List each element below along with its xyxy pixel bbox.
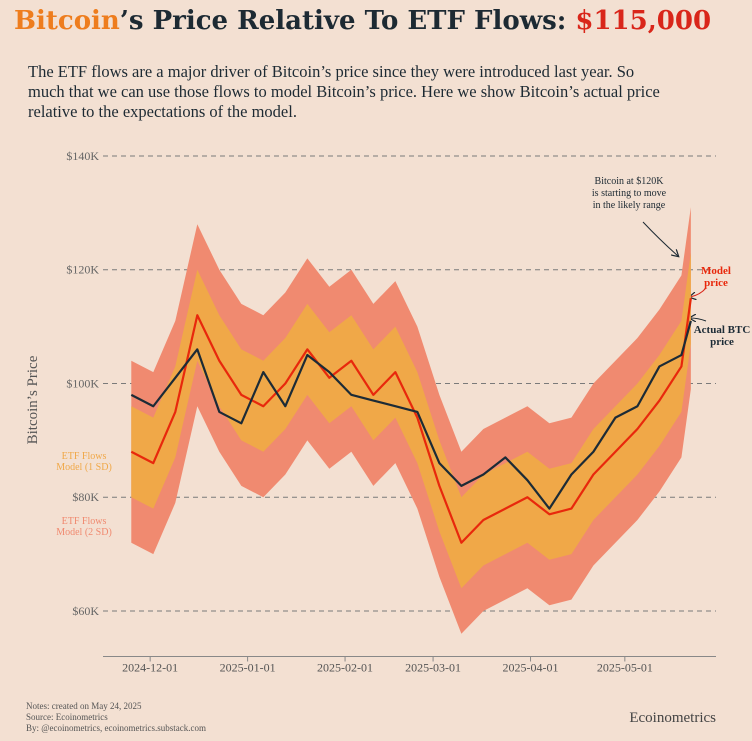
series-legend: price: [710, 336, 734, 348]
x-tick-label: 2024-12-01: [122, 661, 178, 675]
x-tick-label: 2025-01-01: [220, 661, 276, 675]
band-legend: ETF Flows: [62, 516, 107, 527]
y-axis-label: Bitcoin’s Price: [25, 355, 41, 444]
y-tick-label: $60K: [72, 604, 99, 618]
band-legend: Model (2 SD): [56, 527, 112, 538]
series-line: [130, 320, 692, 510]
title-text: ’s Price Relative To ETF Flows:: [119, 6, 576, 36]
chart-title: Bitcoin’s Price Relative To ETF Flows: $…: [14, 6, 711, 36]
y-tick-label: $120K: [66, 263, 99, 277]
note: By: @ecoinometrics, ecoinometrics.substa…: [26, 723, 206, 733]
x-tick-label: 2025-03-01: [405, 661, 461, 675]
series-legend: price: [704, 277, 728, 289]
x-tick-label: 2025-02-01: [317, 661, 373, 675]
series-line: [130, 298, 692, 544]
annotation-arrow: [642, 221, 678, 256]
subtitle: The ETF flows are a major driver of Bitc…: [28, 62, 660, 121]
band-legend: Model (1 SD): [56, 462, 112, 473]
actual-arrow: [690, 318, 707, 321]
annotation: Bitcoin at $120K: [595, 176, 665, 187]
series-legend: Model: [701, 265, 731, 277]
y-tick-label: $140K: [66, 149, 99, 163]
y-tick-label: $100K: [66, 376, 99, 390]
band-legend: ETF Flows: [62, 451, 107, 462]
x-tick-label: 2025-05-01: [597, 661, 653, 675]
brand: Ecoinometrics: [629, 710, 716, 726]
y-tick-label: $80K: [72, 490, 99, 504]
note: Source: Ecoinometrics: [26, 712, 108, 722]
note: Notes: created on May 24, 2025: [26, 701, 142, 711]
series-legend: Actual BTC: [694, 324, 751, 336]
title-value: $115,000: [575, 6, 712, 36]
x-tick-label: 2025-04-01: [503, 661, 559, 675]
annotation: in the likely range: [593, 200, 666, 211]
title-highlight: Bitcoin: [14, 6, 120, 36]
model-arrow: [690, 287, 707, 297]
annotation: is starting to move: [592, 188, 667, 199]
